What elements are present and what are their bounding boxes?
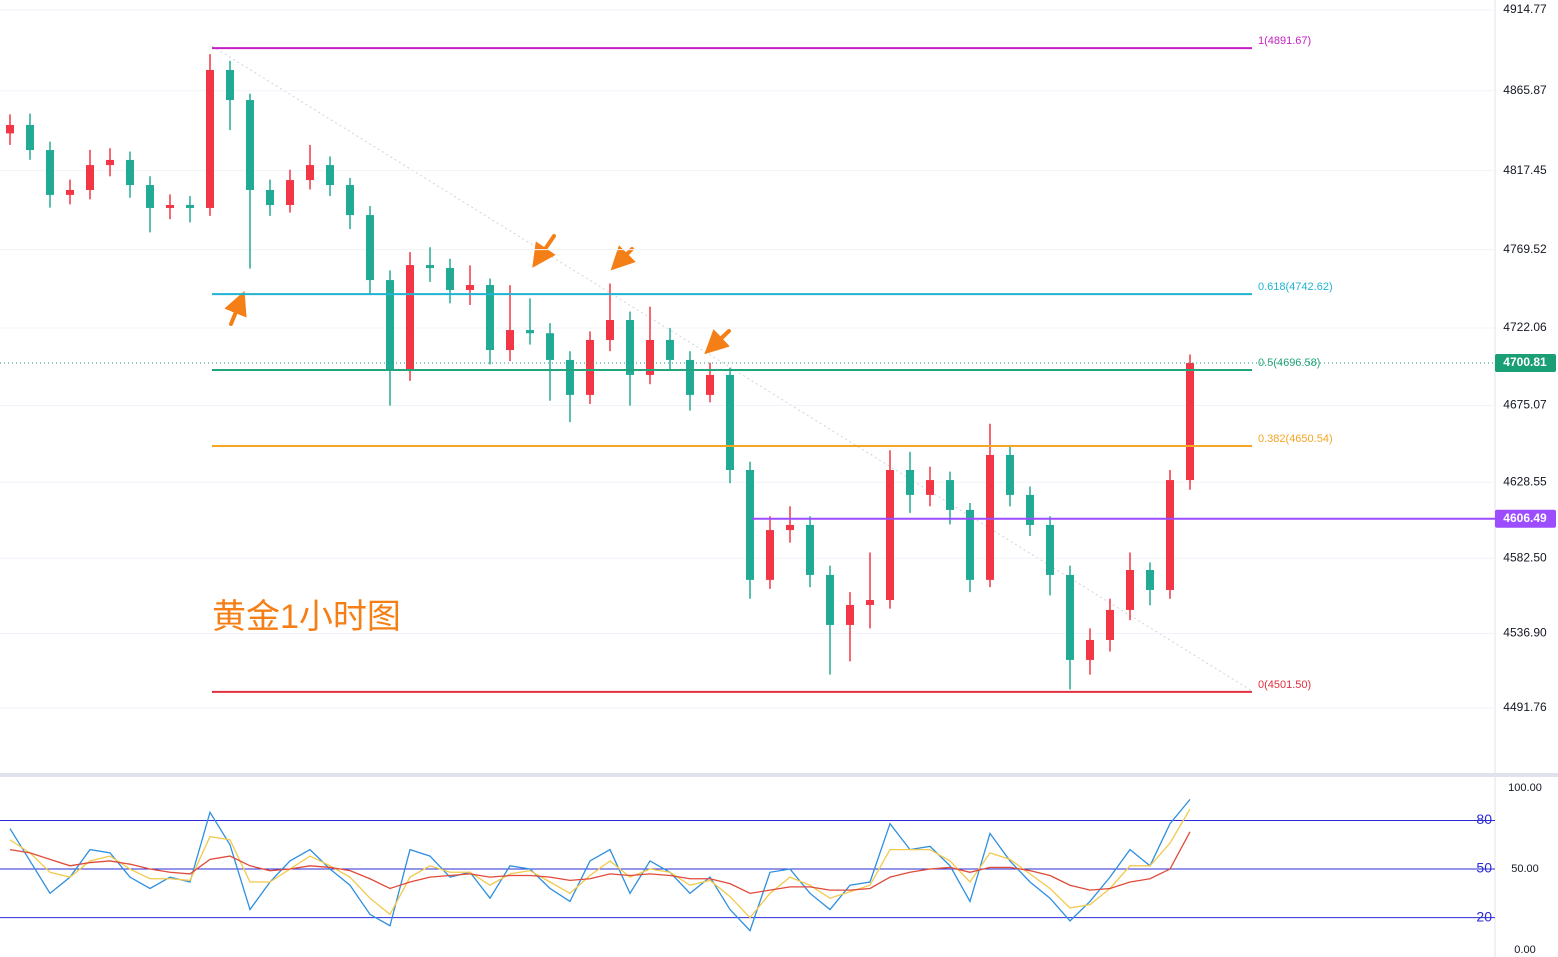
candle-body: [666, 339, 674, 360]
candle-body: [446, 268, 454, 290]
y-tick-label: 4536.90: [1503, 626, 1547, 640]
rsi-tick-label: 0.00: [1514, 944, 1535, 956]
candle-body: [526, 330, 534, 334]
candle-body: [726, 374, 734, 470]
candle-body: [226, 70, 234, 101]
fib-label: 0.382(4650.54): [1258, 433, 1333, 445]
arrow: [704, 329, 731, 355]
y-tick-label: 4675.07: [1503, 398, 1547, 412]
candle-body: [326, 165, 334, 186]
price-tag: [1495, 509, 1556, 528]
candle-body: [506, 330, 514, 351]
candle-body: [206, 70, 214, 208]
arrow: [532, 234, 556, 268]
candle-body: [966, 509, 974, 580]
candle-body: [346, 185, 354, 216]
candle-body: [6, 124, 14, 134]
fib-trend-line: [211, 45, 1253, 692]
candle-body: [906, 469, 914, 495]
candle-body: [786, 524, 794, 531]
y-tick-label: 4722.06: [1503, 320, 1547, 334]
candle-body: [846, 604, 854, 625]
candle-body: [766, 530, 774, 580]
candle-body: [266, 189, 274, 205]
y-tick-label: 4491.76: [1503, 700, 1547, 714]
candle-body: [926, 480, 934, 495]
y-tick-label: 4817.45: [1503, 163, 1547, 177]
candle-body: [1106, 609, 1114, 640]
price-tag-label: 4700.81: [1503, 355, 1547, 369]
rsi-line: [9, 831, 1191, 895]
candle-body: [706, 374, 714, 395]
rsi-level-label: 20: [1476, 908, 1492, 924]
rsi-tick-label: 100.00: [1508, 782, 1542, 794]
candle-body: [826, 574, 834, 625]
candle-body: [866, 600, 874, 605]
y-tick-label: 4628.55: [1503, 474, 1547, 488]
y-tick-label: 4769.52: [1503, 242, 1547, 256]
candle-body: [106, 159, 114, 166]
candle-body: [946, 480, 954, 510]
rsi-line: [9, 808, 1191, 919]
candle-body: [46, 150, 54, 195]
arrow: [224, 290, 247, 326]
candle-body: [486, 285, 494, 351]
rsi-level-label: 80: [1476, 811, 1492, 827]
candle-body: [426, 265, 434, 269]
candle-body: [1186, 363, 1194, 481]
candle-body: [1026, 494, 1034, 525]
candle-body: [606, 320, 614, 340]
fib-label: 0(4501.50): [1258, 679, 1311, 691]
candle-body: [246, 100, 254, 190]
candle-body: [1146, 569, 1154, 590]
candle-body: [1166, 480, 1174, 590]
arrows: [224, 234, 731, 355]
candle-body: [26, 124, 34, 151]
candle-body: [366, 215, 374, 281]
candle-body: [1126, 569, 1134, 610]
candle-body: [1006, 454, 1014, 495]
rsi-level-label: 50: [1476, 860, 1492, 876]
rsi-line: [9, 798, 1191, 932]
fib-label: 1(4891.67): [1258, 35, 1311, 47]
candle-body: [86, 165, 94, 190]
candle-body: [66, 189, 74, 195]
fib-label: 0.618(4742.62): [1258, 281, 1333, 293]
candle-body: [126, 159, 134, 186]
candle-body: [1066, 574, 1074, 660]
candle-body: [466, 285, 474, 290]
candle-body: [166, 204, 174, 208]
rsi-tick-label: 50.00: [1511, 863, 1539, 875]
candle-body: [986, 454, 994, 580]
candle-body: [806, 524, 814, 575]
y-tick-label: 4914.77: [1503, 2, 1547, 16]
candle-body: [1086, 639, 1094, 660]
fib-label: 0.5(4696.58): [1258, 357, 1320, 369]
candle-body: [886, 469, 894, 601]
candle-body: [626, 320, 634, 375]
candle-body: [306, 165, 314, 181]
candle-body: [646, 339, 654, 375]
y-tick-label: 4865.87: [1503, 83, 1547, 97]
candle-body: [406, 265, 414, 371]
candle-body: [386, 280, 394, 371]
candle-body: [586, 339, 594, 395]
candle-body: [746, 469, 754, 580]
y-tick-label: 4582.50: [1503, 550, 1547, 564]
candle-body: [286, 180, 294, 205]
price-tag: [1495, 354, 1556, 373]
candle-body: [186, 204, 194, 208]
annotation: 黄金1小时图: [212, 598, 401, 636]
arrow: [610, 245, 636, 271]
candle-body: [566, 359, 574, 395]
candle-body: [546, 333, 554, 360]
candle-body: [146, 185, 154, 208]
candle-body: [686, 359, 694, 395]
candle-body: [1046, 524, 1054, 575]
price-tag-label: 4606.49: [1503, 511, 1547, 525]
